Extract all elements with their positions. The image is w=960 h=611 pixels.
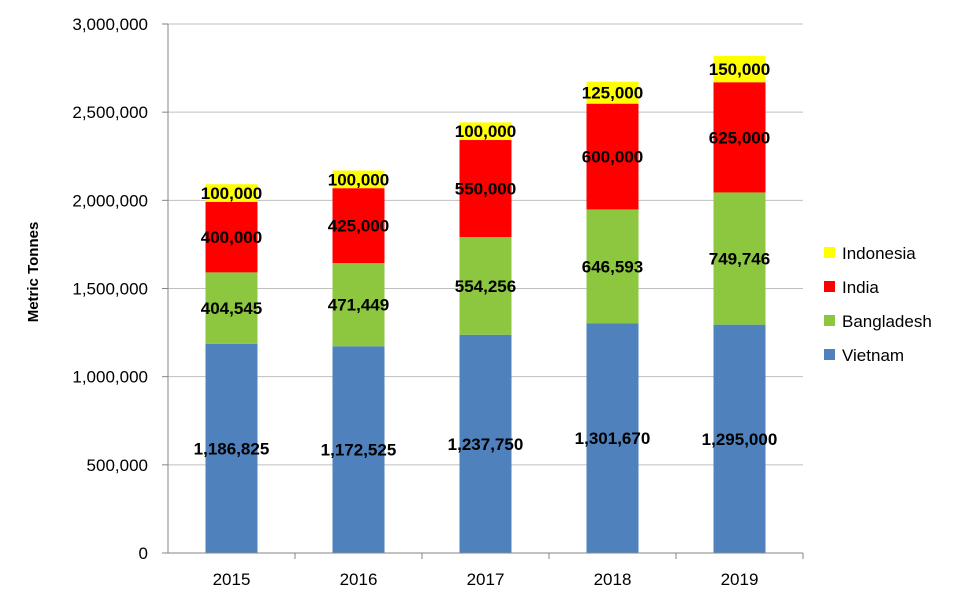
legend-label-india: India — [842, 278, 879, 297]
bar-vietnam-2018 — [586, 323, 639, 553]
bar-indonesia-2018 — [586, 81, 639, 104]
data-label-bangladesh-2015: 404,545 — [201, 299, 262, 318]
data-label-indonesia-2019: 150,000 — [709, 60, 770, 79]
x-tick-label: 2018 — [594, 570, 632, 589]
legend-label-vietnam: Vietnam — [842, 346, 904, 365]
axes: 0 500,000 1,000,000 1,500,000 2,000,000 2,500… — [72, 15, 804, 589]
bar-india-2016 — [332, 188, 385, 264]
bar-bangladesh-2015 — [205, 272, 258, 344]
bar-india-2018 — [586, 103, 639, 210]
legend-swatch-vietnam — [824, 349, 835, 360]
x-tick-label: 2017 — [467, 570, 505, 589]
data-label-indonesia-2018: 125,000 — [582, 84, 643, 103]
data-label-bangladesh-2017: 554,256 — [455, 277, 516, 296]
data-label-india-2019: 625,000 — [709, 128, 770, 147]
legend-label-bangladesh: Bangladesh — [842, 312, 932, 331]
data-label-indonesia-2017: 100,000 — [455, 122, 516, 141]
y-tick-label: 2,500,000 — [72, 103, 148, 122]
bar-indonesia-2015 — [205, 184, 258, 202]
data-label-vietnam-2019: 1,295,000 — [702, 430, 778, 449]
x-tick-label: 2015 — [213, 570, 251, 589]
y-axis-label: Metric Tonnes — [25, 222, 42, 323]
legend: Indonesia India Bangladesh Vietnam — [824, 244, 932, 365]
bar-vietnam-2017 — [459, 334, 512, 553]
data-label-indonesia-2015: 100,000 — [201, 184, 262, 203]
bar-vietnam-2015 — [205, 343, 258, 553]
bar-india-2015 — [205, 201, 258, 273]
bar-india-2019 — [713, 82, 766, 193]
data-label-bangladesh-2019: 749,746 — [709, 250, 770, 269]
y-tick-label: 1,000,000 — [72, 368, 148, 387]
data-label-vietnam-2018: 1,301,670 — [575, 429, 651, 448]
data-label-india-2018: 600,000 — [582, 148, 643, 167]
x-tick-label: 2019 — [721, 570, 759, 589]
bar-india-2017 — [459, 140, 512, 238]
data-label-vietnam-2015: 1,186,825 — [194, 439, 270, 458]
y-tick-label: 500,000 — [87, 456, 148, 475]
bar-bangladesh-2016 — [332, 263, 385, 347]
legend-swatch-india — [824, 281, 835, 292]
y-tick-label: 3,000,000 — [72, 15, 148, 34]
data-labels: 1,186,825 404,545 400,000 100,000 1,172,525 4… — [194, 60, 778, 460]
bar-bangladesh-2018 — [586, 209, 639, 324]
data-label-bangladesh-2018: 646,593 — [582, 257, 643, 276]
data-label-india-2016: 425,000 — [328, 217, 389, 236]
bars — [205, 55, 766, 553]
legend-swatch-indonesia — [824, 247, 835, 258]
data-label-vietnam-2017: 1,237,750 — [448, 435, 524, 454]
legend-swatch-bangladesh — [824, 315, 835, 326]
data-label-india-2015: 400,000 — [201, 228, 262, 247]
data-label-vietnam-2016: 1,172,525 — [321, 441, 397, 460]
bar-vietnam-2019 — [713, 324, 766, 553]
bar-bangladesh-2019 — [713, 192, 766, 325]
bar-vietnam-2016 — [332, 346, 385, 553]
data-label-india-2017: 550,000 — [455, 180, 516, 199]
bar-indonesia-2017 — [459, 122, 512, 141]
y-tick-label: 2,000,000 — [72, 191, 148, 210]
data-label-indonesia-2016: 100,000 — [328, 170, 389, 189]
legend-label-indonesia: Indonesia — [842, 244, 916, 263]
y-tick-label: 0 — [139, 544, 148, 563]
bar-indonesia-2016 — [332, 170, 385, 189]
bar-indonesia-2019 — [713, 55, 766, 83]
data-label-bangladesh-2016: 471,449 — [328, 296, 389, 315]
y-tick-label: 1,500,000 — [72, 280, 148, 299]
x-tick-label: 2016 — [340, 570, 378, 589]
bar-bangladesh-2017 — [459, 237, 512, 335]
